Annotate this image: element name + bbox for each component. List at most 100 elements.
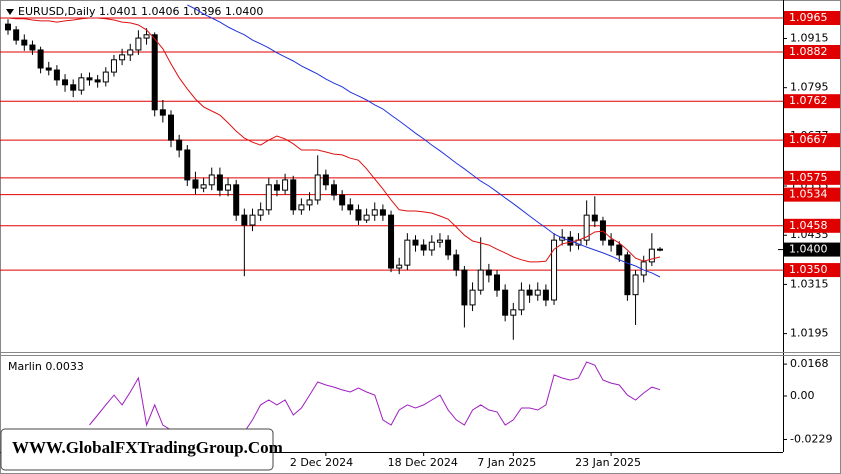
candle-body: [241, 214, 248, 226]
y-tick-label: 1.0195: [790, 327, 829, 340]
candle-body: [583, 214, 590, 241]
candle-body: [53, 69, 60, 81]
candle-body: [29, 44, 36, 51]
candle-body: [624, 254, 631, 296]
series-line: [7, 17, 661, 263]
candle-body: [469, 289, 476, 306]
candle-body: [518, 289, 525, 311]
candle-body: [70, 84, 77, 91]
candle-body: [502, 289, 509, 316]
candle-body: [94, 79, 101, 83]
candle-body: [86, 77, 93, 81]
candle-body: [412, 239, 419, 246]
candle-body: [233, 184, 240, 216]
candle-body: [21, 39, 28, 46]
candle-body: [445, 239, 452, 256]
candle-body: [632, 274, 639, 296]
candle-body: [249, 214, 256, 226]
candle-body: [298, 204, 305, 211]
x-tick-label: 23 Jan 2025: [575, 456, 641, 469]
candle-body: [257, 209, 264, 216]
candle-body: [45, 67, 52, 71]
candle-body: [273, 184, 280, 191]
candle-body: [526, 289, 533, 296]
candle-body: [176, 139, 183, 151]
level-label: 1.0965: [789, 11, 828, 24]
chart-title: EURUSD,Daily 1.0401 1.0406 1.0396 1.0400: [18, 5, 263, 18]
watermark: WWW.GlobalFXTradingGroup.Com: [12, 438, 283, 457]
level-label: 1.0575: [789, 171, 828, 184]
y-tick-label: 1.0915: [790, 31, 829, 44]
candle-body: [290, 179, 297, 211]
candle-body: [608, 239, 615, 246]
candle-body: [551, 239, 558, 301]
level-label-box: [784, 10, 840, 25]
candle-body: [510, 309, 517, 316]
level-label: 1.0762: [789, 94, 828, 107]
candle-body: [102, 71, 109, 83]
candle-body: [110, 59, 117, 73]
indicator-title: Marlin 0.0033: [8, 360, 84, 373]
x-tick-label: 2 Dec 2024: [290, 456, 353, 469]
candle-body: [37, 49, 44, 69]
level-label-box: [784, 263, 840, 278]
candle-body: [461, 269, 468, 306]
candle-body: [151, 34, 158, 111]
candle-body: [388, 214, 395, 269]
candle-body: [420, 244, 427, 251]
y-tick-label: -0.0229: [790, 432, 832, 445]
level-label-box: [784, 218, 840, 233]
candle-body: [534, 289, 541, 296]
candle-body: [379, 209, 386, 216]
candle-body: [396, 264, 403, 269]
current-price-box: [784, 242, 840, 257]
level-label: 1.0882: [789, 45, 828, 58]
candle-body: [13, 29, 20, 41]
candle-body: [314, 174, 321, 201]
x-tick-label: 18 Dec 2024: [388, 456, 458, 469]
candle-body: [591, 214, 598, 222]
candle-body: [216, 174, 223, 191]
x-tick-label: 7 Jan 2025: [477, 456, 536, 469]
y-tick-label: 1.0315: [790, 277, 829, 290]
candle-body: [363, 214, 370, 221]
level-label-box: [784, 45, 840, 60]
candle-body: [119, 54, 126, 61]
candle-body: [640, 261, 647, 276]
y-tick-label: 1.0795: [790, 81, 829, 94]
level-label-box: [784, 133, 840, 148]
y-tick-label: 0.0168: [790, 357, 829, 370]
candle-body: [322, 174, 329, 186]
menu-arrow: [6, 9, 14, 15]
level-label: 1.0534: [789, 188, 828, 201]
candle-body: [347, 204, 354, 211]
candle-body: [265, 184, 272, 211]
level-label-box: [784, 187, 840, 202]
candle-body: [657, 248, 663, 251]
level-label: 1.0350: [789, 263, 828, 276]
level-label: 1.0667: [789, 133, 828, 146]
candle-body: [62, 79, 69, 86]
level-label-box: [784, 170, 840, 185]
candle-body: [477, 269, 484, 291]
candle-body: [306, 199, 313, 206]
candle-body: [404, 239, 411, 266]
candle-body: [453, 254, 460, 271]
candle-body: [135, 37, 142, 51]
candle-body: [616, 244, 623, 256]
candle-body: [331, 184, 337, 196]
candle-body: [371, 209, 378, 216]
candle-body: [225, 184, 232, 191]
candle-body: [168, 114, 174, 141]
current-price-label: 1.0400: [789, 243, 828, 256]
candle-body: [355, 209, 362, 221]
candle-body: [485, 269, 492, 276]
candle-body: [78, 77, 85, 91]
candle-body: [436, 239, 443, 243]
candle-body: [5, 23, 11, 31]
level-label: 1.0458: [789, 219, 828, 232]
level-label-box: [784, 94, 840, 109]
candle-body: [282, 179, 289, 191]
